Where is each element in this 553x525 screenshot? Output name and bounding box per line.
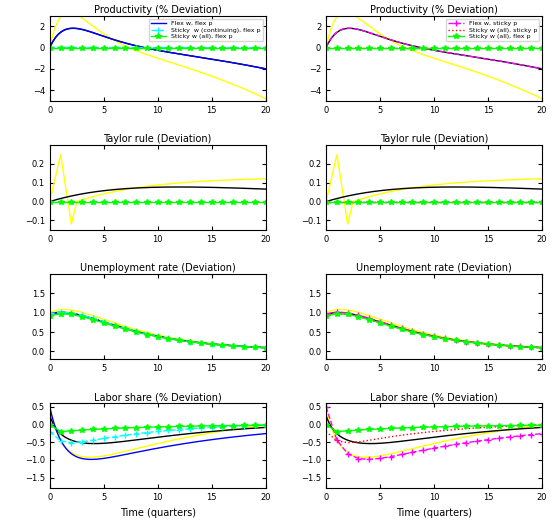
Title: Productivity (% Deviation): Productivity (% Deviation) [94,5,222,15]
Title: Unemployment rate (Deviation): Unemployment rate (Deviation) [356,264,512,274]
Title: Labor share (% Deviation): Labor share (% Deviation) [370,393,498,403]
Title: Labor share (% Deviation): Labor share (% Deviation) [94,393,222,403]
X-axis label: Time (quarters): Time (quarters) [396,508,472,518]
Title: Unemployment rate (Deviation): Unemployment rate (Deviation) [80,264,236,274]
Legend: Flex w, sticky p, Sticky w (all), sticky p, Sticky w (all), flex p: Flex w, sticky p, Sticky w (all), sticky… [446,19,539,41]
Title: Taylor rule (Deviation): Taylor rule (Deviation) [380,134,488,144]
Legend: Flex w, flex p, Sticky  w (continuing), flex p, Sticky w (all), flex p: Flex w, flex p, Sticky w (continuing), f… [149,19,263,41]
Title: Productivity (% Deviation): Productivity (% Deviation) [370,5,498,15]
Title: Taylor rule (Deviation): Taylor rule (Deviation) [103,134,212,144]
X-axis label: Time (quarters): Time (quarters) [119,508,196,518]
